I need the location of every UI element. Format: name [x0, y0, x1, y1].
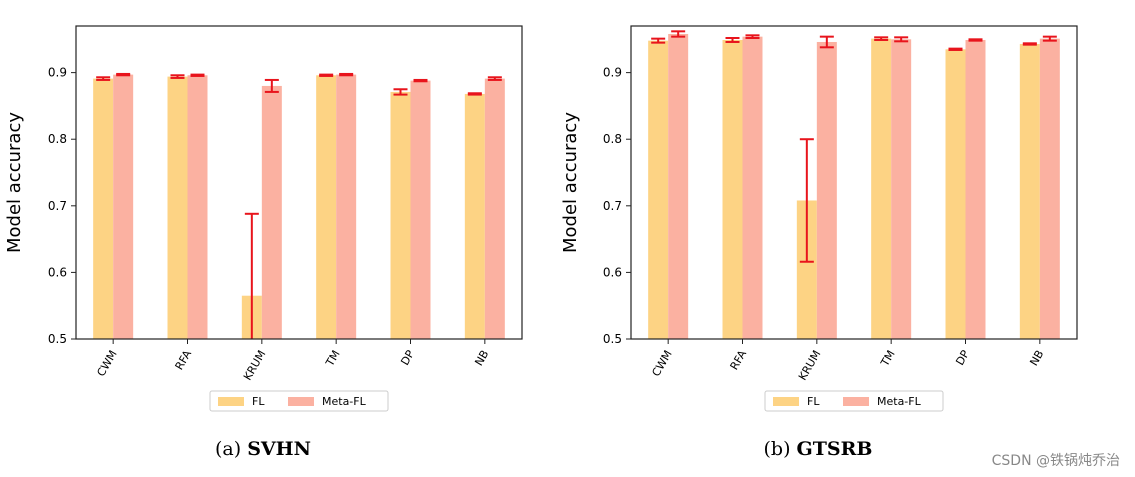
y-tick-label: 0.8 [603, 132, 622, 146]
bars-group [648, 33, 1060, 339]
axes-frame [630, 25, 1078, 340]
errorbar-meta-fl-rfa [190, 73, 205, 77]
x-tick-label: DP [398, 348, 417, 368]
errorbar-meta-fl-cwm [671, 30, 686, 38]
bar-fl-krum [796, 200, 817, 339]
errorbar-fl-tm [319, 73, 334, 77]
bar-fl-cwm [648, 40, 669, 339]
errorbar-meta-fl-nb [1042, 35, 1057, 42]
bar-meta-fl-cwm [668, 33, 689, 339]
errorbar-meta-fl-krum [819, 35, 834, 49]
bar-fl-rfa [167, 76, 188, 339]
bar-meta-fl-nb [484, 78, 505, 339]
x-tick-label: TM [878, 348, 898, 369]
errorbar-fl-rfa [170, 74, 185, 79]
legend-swatch-meta-fl [288, 397, 314, 406]
y-tick-label: 0.9 [48, 66, 67, 80]
x-tick-label: NB [1027, 348, 1046, 368]
caption-title: GTSRB [797, 438, 873, 460]
errorbar-meta-fl-krum [264, 78, 279, 93]
y-tick-label: 0.5 [603, 332, 622, 346]
x-tick-label: NB [472, 348, 491, 368]
y-tick-label: 0.5 [48, 332, 67, 346]
bar-fl-nb [1019, 43, 1040, 339]
bar-meta-fl-cwm [113, 74, 134, 339]
errorbar-meta-fl-tm [339, 72, 354, 77]
y-tick-label: 0.9 [603, 66, 622, 80]
bar-meta-fl-dp [965, 39, 986, 339]
caption: (a) SVHN [215, 438, 311, 460]
bar-meta-fl-krum [816, 41, 837, 339]
bar-fl-tm [316, 75, 337, 339]
bar-meta-fl-rfa [187, 75, 208, 339]
caption-label: (a) [215, 438, 247, 460]
errorbar-fl-tm [874, 36, 889, 41]
bar-meta-fl-krum [261, 85, 282, 339]
errorbar-meta-fl-dp [968, 38, 983, 42]
x-tick-label: KRUM [796, 348, 823, 383]
errorbar-fl-krum [244, 212, 259, 339]
y-tick-label: 0.7 [603, 199, 622, 213]
x-tick-label: RFA [728, 348, 750, 373]
legend-label-meta-fl: Meta-FL [322, 395, 367, 408]
y-tick-label: 0.6 [603, 265, 622, 279]
bar-meta-fl-nb [1039, 38, 1060, 339]
errorbar-fl-krum [799, 138, 814, 263]
errorbar-meta-fl-cwm [116, 72, 131, 77]
legend-label-meta-fl: Meta-FL [877, 395, 922, 408]
watermark: CSDN @铁锅炖乔治 [992, 453, 1120, 469]
errorbar-fl-nb [1022, 42, 1037, 46]
caption-label: (b) [764, 438, 797, 460]
errorbar-fl-cwm [651, 37, 666, 44]
errorbar-meta-fl-nb [487, 76, 502, 81]
x-tick-label: TM [323, 348, 343, 369]
errorbar-fl-rfa [725, 36, 740, 43]
errorbar-fl-dp [393, 88, 408, 96]
x-tick-label: KRUM [241, 348, 268, 383]
legend-swatch-fl [218, 397, 244, 406]
y-tick-label: 0.7 [48, 199, 67, 213]
bar-meta-fl-dp [410, 80, 431, 339]
legend-swatch-fl [773, 397, 799, 406]
bar-fl-dp [945, 49, 966, 339]
bar-meta-fl-rfa [742, 36, 763, 339]
chart-gtsrb: 0.5 0.6 0.7 0.8 0.9 CWM RFA KRUM TM DP NB Model acc… [560, 25, 1078, 460]
y-tick-label: 0.6 [48, 265, 67, 279]
x-tick-label: DP [953, 348, 972, 368]
errorbar-meta-fl-rfa [745, 34, 760, 39]
x-tick-label: CWM [94, 348, 119, 379]
y-axis-label: Model accuracy [560, 112, 581, 253]
legend: FL Meta-FL [209, 390, 389, 412]
chart-svhn: 0.5 0.6 0.7 0.8 0.9 CWM RFA KRUM TM DP NB Model acc… [4, 25, 523, 460]
errorbar-meta-fl-tm [894, 36, 909, 43]
bar-meta-fl-tm [336, 74, 357, 339]
legend-label-fl: FL [252, 395, 265, 408]
caption-title: SVHN [247, 438, 311, 460]
bars-group [93, 74, 505, 339]
errorbar-meta-fl-dp [413, 78, 428, 83]
legend-swatch-meta-fl [843, 397, 869, 406]
bar-fl-rfa [722, 39, 743, 339]
y-axis-label: Model accuracy [4, 112, 25, 253]
bar-fl-cwm [93, 78, 114, 339]
bar-fl-nb [464, 93, 485, 339]
legend: FL Meta-FL [764, 390, 944, 412]
errorbar-fl-dp [948, 47, 963, 51]
caption: (b) GTSRB [764, 438, 873, 460]
x-tick-label: RFA [173, 348, 195, 373]
bar-meta-fl-tm [891, 39, 912, 339]
bar-fl-dp [390, 91, 411, 339]
legend-label-fl: FL [807, 395, 820, 408]
errorbar-fl-nb [467, 92, 482, 96]
x-tick-label: CWM [649, 348, 674, 379]
y-tick-label: 0.8 [48, 132, 67, 146]
axes-frame [75, 25, 523, 340]
bar-fl-tm [871, 38, 892, 339]
errorbar-fl-cwm [96, 76, 111, 81]
